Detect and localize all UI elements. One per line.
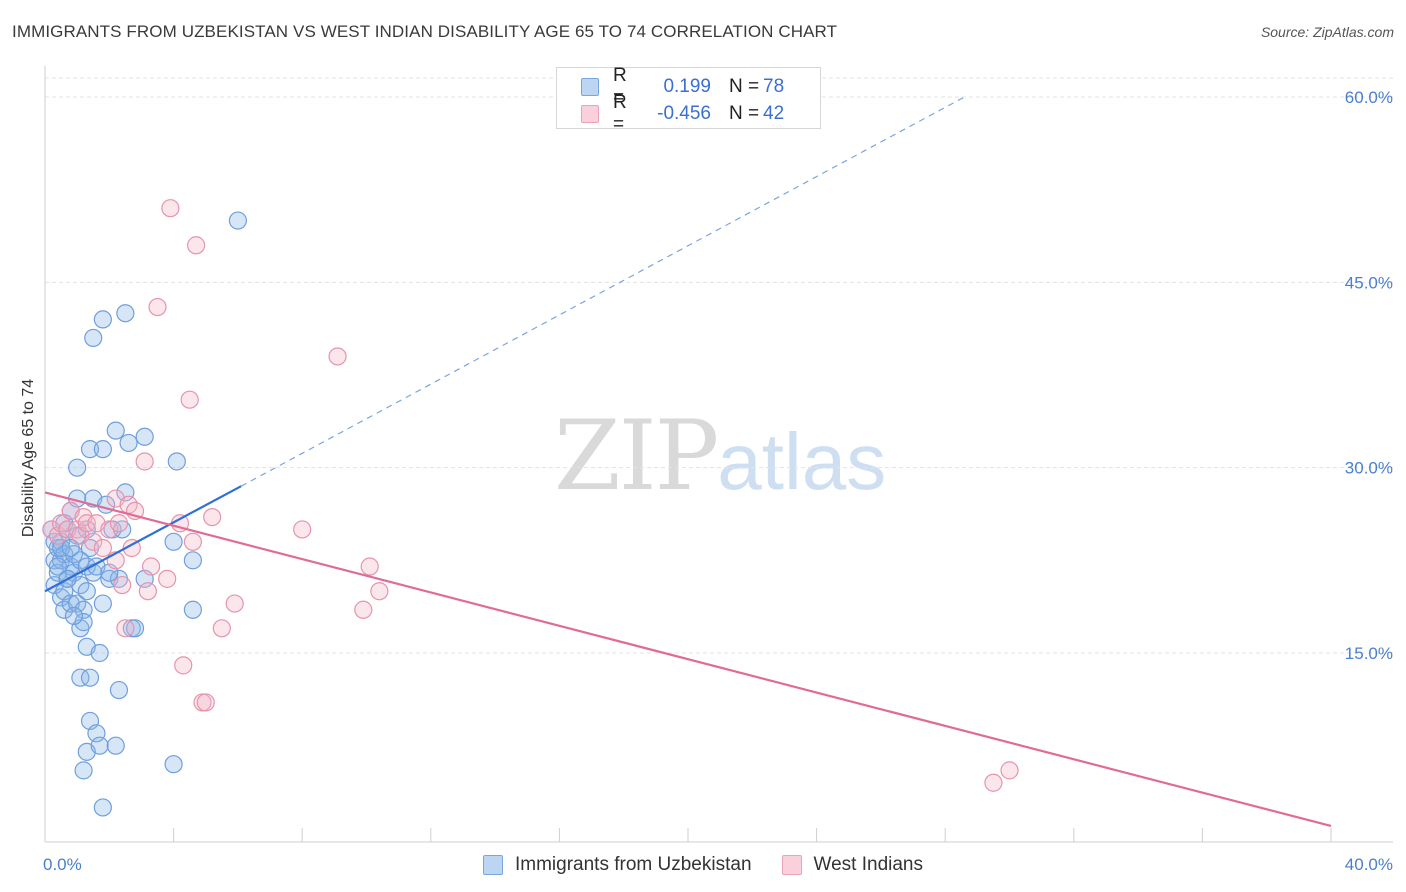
data-point — [164, 755, 183, 774]
data-point — [228, 211, 247, 230]
legend-swatch-uzbekistan — [581, 78, 599, 96]
data-point — [90, 643, 109, 663]
data-point — [180, 390, 199, 409]
data-point — [90, 736, 109, 755]
data-point — [116, 304, 135, 323]
data-point — [61, 538, 80, 558]
trendline-uzbekistan-extended — [240, 96, 965, 487]
data-point — [109, 680, 129, 700]
data-point — [174, 656, 193, 675]
data-point — [113, 575, 132, 595]
series-legend-uzbekistan[interactable]: Immigrants from Uzbekistan — [483, 854, 752, 876]
data-point — [203, 507, 222, 527]
data-point — [122, 538, 141, 558]
data-point — [80, 668, 100, 687]
data-point — [187, 236, 206, 255]
data-point — [106, 736, 125, 755]
series-label-west-indians: West Indians — [813, 854, 923, 875]
legend-n-value: 42 — [763, 103, 785, 124]
data-point — [293, 520, 312, 539]
trendline-west-indians — [44, 491, 1332, 828]
data-point — [80, 440, 100, 459]
y-tick-label: 45.0% — [1345, 273, 1393, 292]
data-point — [74, 600, 93, 619]
y-tick-label: 30.0% — [1345, 459, 1393, 478]
data-point — [212, 619, 231, 638]
y-axis-label: Disability Age 65 to 74 — [20, 379, 37, 537]
x-tick-label: 0.0% — [43, 855, 82, 874]
data-point — [183, 532, 202, 551]
data-point — [116, 619, 135, 638]
data-point — [77, 582, 96, 601]
data-point — [354, 600, 373, 619]
data-point — [77, 514, 96, 533]
series-west-indians — [42, 199, 1019, 792]
data-point — [148, 297, 167, 317]
data-point — [68, 458, 87, 477]
data-point — [164, 532, 183, 551]
data-point — [138, 582, 157, 601]
legend-row-uzbekistan: R = 0.199 N = 78 — [581, 65, 785, 108]
data-point — [93, 538, 112, 558]
data-point — [93, 310, 112, 329]
y-tick-label: 60.0% — [1345, 88, 1393, 107]
data-point — [1000, 761, 1019, 780]
data-point — [183, 551, 202, 570]
data-point — [328, 347, 347, 366]
data-point — [135, 427, 154, 446]
data-point — [100, 520, 119, 539]
data-point — [984, 773, 1003, 792]
data-point — [196, 693, 215, 712]
series-swatch-uzbekistan — [483, 855, 503, 875]
data-point — [48, 557, 67, 576]
legend-r-label: R = — [613, 92, 627, 135]
data-point — [93, 798, 112, 817]
legend-r-value: -0.456 — [657, 103, 711, 124]
data-point — [71, 668, 90, 687]
data-point — [183, 600, 202, 619]
data-point — [109, 514, 129, 533]
data-point — [106, 421, 125, 440]
data-point — [93, 440, 112, 459]
y-tick-label: 15.0% — [1345, 644, 1393, 663]
data-point — [93, 594, 112, 613]
legend-swatch-west-indians — [581, 105, 599, 123]
data-point — [64, 606, 84, 626]
data-point — [119, 433, 138, 453]
data-point — [74, 613, 93, 632]
data-point — [135, 452, 154, 471]
series-label-uzbekistan: Immigrants from Uzbekistan — [515, 854, 752, 875]
series-legend: Immigrants from Uzbekistan West Indians — [0, 852, 1406, 878]
legend-n-label: N = — [729, 76, 760, 97]
legend-row-west-indians: R = -0.456 N = 42 — [581, 92, 785, 135]
legend-r-value: 0.199 — [663, 76, 711, 97]
data-point — [225, 594, 244, 613]
legend-r-label: R = — [613, 65, 627, 108]
data-point — [141, 557, 161, 576]
watermark: ZIPatlas — [554, 400, 886, 512]
series-swatch-west-indians — [781, 855, 802, 875]
data-point — [167, 452, 186, 471]
data-point — [360, 557, 379, 576]
series-legend-west-indians[interactable]: West Indians — [781, 854, 923, 876]
trendline-uzbekistan — [44, 485, 242, 593]
legend-n-label: N = — [729, 103, 760, 124]
data-point — [370, 582, 389, 601]
legend-n-value: 78 — [763, 76, 785, 97]
watermark-zip: ZIP — [554, 400, 719, 512]
x-tick-label: 40.0% — [1345, 855, 1393, 874]
stats-legend: R = 0.199 N = 78 R = -0.456 N = 42 — [556, 65, 821, 135]
chart-source: Source: ZipAtlas.com — [1260, 24, 1394, 40]
watermark-atlas: atlas — [717, 417, 887, 506]
data-point — [125, 619, 145, 638]
data-point — [161, 199, 180, 218]
data-point — [84, 532, 103, 551]
data-point — [74, 761, 93, 780]
data-point — [158, 569, 177, 588]
data-point — [84, 328, 103, 348]
chart-title: IMMIGRANTS FROM UZBEKISTAN VS WEST INDIA… — [12, 22, 838, 41]
